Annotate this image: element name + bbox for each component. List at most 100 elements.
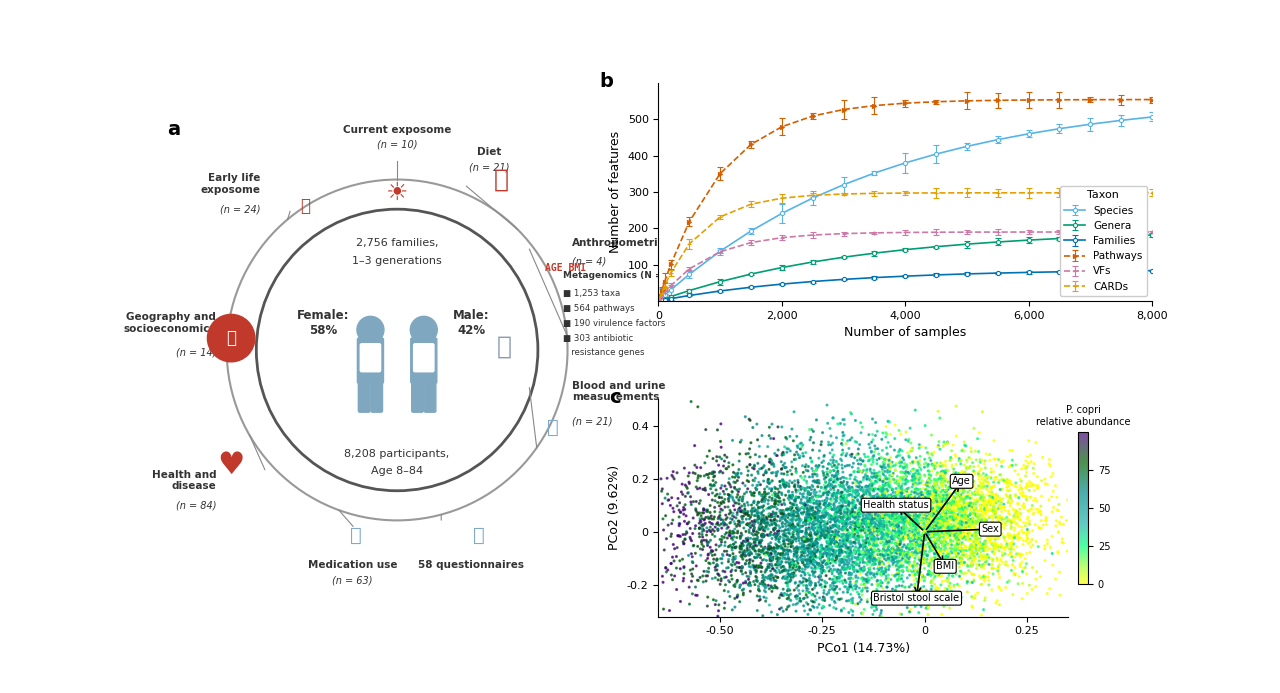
Point	[801, 590, 822, 601]
Point	[813, 552, 833, 563]
Point	[837, 524, 858, 535]
Point	[852, 508, 873, 519]
Point	[969, 509, 989, 520]
Point	[966, 510, 987, 521]
Point	[940, 536, 960, 547]
Point	[902, 511, 923, 522]
Point	[846, 525, 867, 536]
Point	[748, 514, 768, 525]
Point	[718, 575, 739, 586]
Point	[730, 502, 750, 514]
Point	[960, 484, 980, 495]
Point	[713, 514, 733, 525]
Point	[804, 542, 824, 553]
Point	[904, 529, 924, 541]
Point	[750, 536, 771, 547]
Point	[819, 478, 840, 489]
Point	[904, 496, 924, 507]
Point	[922, 493, 942, 504]
Point	[867, 491, 887, 502]
Point	[846, 516, 867, 527]
Point	[855, 546, 876, 557]
Text: ■ 190 virulence factors: ■ 190 virulence factors	[563, 319, 666, 328]
Point	[937, 549, 957, 560]
Point	[777, 466, 797, 477]
Point	[914, 459, 934, 470]
Point	[756, 563, 777, 574]
Point	[754, 492, 774, 503]
Point	[872, 434, 892, 445]
Point	[704, 511, 724, 523]
Point	[919, 505, 940, 516]
Point	[900, 544, 920, 555]
Point	[914, 533, 934, 544]
Point	[932, 480, 952, 491]
Point	[869, 502, 890, 513]
Point	[867, 525, 887, 536]
Point	[794, 543, 814, 554]
Point	[946, 430, 966, 441]
Point	[791, 507, 812, 518]
Point	[870, 498, 891, 509]
Point	[960, 505, 980, 516]
Point	[974, 507, 995, 518]
Point	[913, 509, 933, 520]
Point	[909, 536, 929, 547]
Point	[873, 482, 893, 493]
Point	[940, 502, 960, 514]
Point	[749, 441, 769, 452]
Point	[972, 495, 992, 506]
Point	[868, 534, 888, 545]
Point	[794, 568, 814, 579]
Point	[794, 474, 814, 485]
Point	[841, 570, 861, 581]
Point	[745, 564, 765, 575]
Point	[833, 587, 854, 598]
Point	[739, 520, 759, 532]
Point	[742, 516, 763, 527]
Point	[973, 520, 993, 532]
Point	[776, 490, 796, 501]
Point	[682, 551, 703, 562]
Point	[765, 495, 786, 507]
Point	[896, 498, 916, 509]
Point	[864, 524, 884, 535]
Point	[874, 517, 895, 528]
Point	[886, 503, 906, 514]
Point	[959, 518, 979, 529]
Point	[899, 507, 919, 518]
Point	[718, 562, 739, 573]
Point	[983, 498, 1004, 509]
Point	[919, 515, 940, 526]
Point	[947, 477, 968, 489]
Point	[975, 541, 996, 552]
Point	[893, 495, 914, 506]
Point	[929, 545, 950, 556]
Point	[984, 489, 1005, 500]
Point	[876, 570, 896, 581]
Point	[975, 516, 996, 527]
Point	[1036, 514, 1056, 525]
Point	[852, 514, 873, 525]
Point	[847, 514, 868, 525]
Point	[718, 554, 739, 565]
Point	[933, 476, 954, 487]
Point	[754, 580, 774, 591]
Circle shape	[357, 316, 384, 343]
Point	[975, 455, 996, 466]
Point	[905, 565, 925, 576]
Point	[1015, 482, 1036, 493]
Point	[975, 554, 996, 565]
Point	[864, 555, 884, 566]
Point	[1048, 505, 1069, 516]
Point	[805, 551, 826, 562]
Point	[847, 545, 868, 556]
Point	[913, 570, 933, 581]
Point	[927, 544, 947, 555]
Point	[851, 563, 872, 574]
Point	[923, 568, 943, 579]
Point	[893, 581, 914, 593]
Point	[790, 481, 810, 492]
Point	[796, 531, 817, 542]
Point	[763, 501, 783, 512]
